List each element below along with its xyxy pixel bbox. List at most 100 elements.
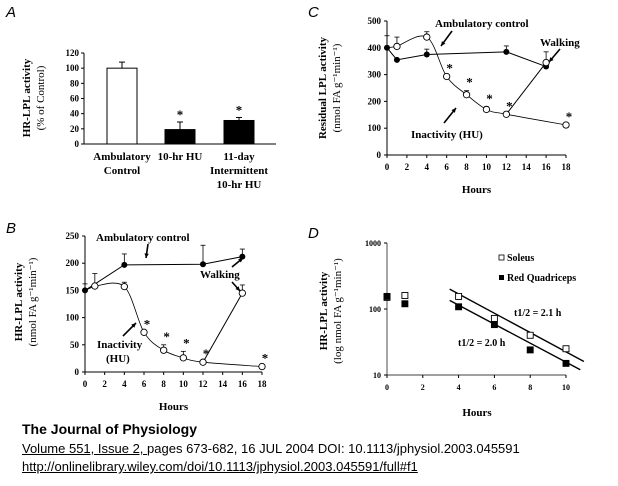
significance-star: * — [506, 98, 513, 113]
annotation-arrow-head — [144, 253, 149, 258]
annotation-walking: Walking — [540, 37, 580, 49]
annotation-arrow-head — [235, 286, 240, 291]
data-point-soleus — [526, 331, 534, 339]
y-tick-label: 400 — [368, 43, 382, 53]
y-tick-label: 100 — [66, 313, 80, 323]
citation-link[interactable]: Volume 551, Issue 2, — [22, 441, 148, 456]
data-point-ambulatory — [423, 51, 430, 58]
y-axis-label-line1: HR-LPL activity — [13, 262, 25, 341]
x-tick-label: 12 — [502, 162, 512, 172]
data-point-red-quadriceps — [455, 303, 463, 311]
x-axis-label: Hours — [159, 401, 189, 413]
data-point-ambulatory — [503, 48, 510, 55]
legend-marker-soleus — [498, 254, 505, 261]
significance-star: * — [144, 316, 151, 331]
series-line-ambulatory — [84, 256, 243, 291]
x-tick-label: 16 — [542, 162, 552, 172]
data-point-inactivity — [199, 358, 207, 366]
citation-rest: pages 673-682, 16 JUL 2004 DOI: 10.1113/… — [147, 441, 520, 456]
x-tick-label: 4 — [122, 379, 127, 389]
panel-d-log-scatter: 10 100 1000 0 2 4 6 8 10 Hours HR-LPL activity (log… — [318, 239, 585, 419]
y-tick-label: 300 — [368, 70, 382, 80]
data-point-ambulatory — [82, 287, 88, 294]
annotation-arrow-head — [441, 41, 446, 46]
category-label: 11-day — [223, 151, 255, 163]
data-point-inactivity — [462, 91, 471, 99]
data-point-inactivity — [179, 354, 187, 362]
significance-star: * — [446, 60, 453, 75]
y-tick-label: 40 — [70, 109, 80, 119]
category-label: Ambulatory — [93, 151, 151, 163]
fit-label-soleus: t1/2 = 2.1 h — [514, 308, 562, 319]
panel-c-line-chart: 0 100 200 300 400 500 0 2 4 6 8 10 12 14 16 18 Hours Resi… — [317, 16, 580, 196]
annotation-arrow-head — [451, 108, 456, 113]
legend-label-red-quadriceps: Red Quadriceps — [507, 273, 576, 284]
bar — [164, 129, 196, 145]
x-tick-label: 14 — [522, 162, 532, 172]
annotation-inactivity: Inactivity — [97, 339, 143, 351]
data-point-soleus — [455, 292, 463, 300]
data-point-soleus — [401, 292, 409, 299]
annotation-ambulatory-control: Ambulatory control — [435, 18, 529, 30]
y-tick-label: 250 — [66, 231, 80, 241]
y-tick-label: 10 — [373, 371, 381, 380]
y-axis-label-line2: (nmol FA g⁻¹min⁻¹) — [331, 43, 343, 132]
x-tick-label: 10 — [562, 383, 570, 392]
data-point-inactivity — [393, 42, 401, 51]
x-tick-label: 4 — [457, 383, 461, 392]
category-label: 10-hr HU — [158, 151, 203, 163]
significance-star: * — [466, 75, 473, 90]
legend-label-soleus: Soleus — [507, 253, 534, 264]
data-point-ambulatory — [384, 44, 390, 51]
panel-letter-d: D — [308, 225, 319, 242]
x-axis-label: Hours — [462, 407, 492, 419]
data-point-inactivity — [443, 72, 451, 81]
y-axis-label-line1: Residual LPL activity — [317, 36, 329, 139]
panel-a-bar-chart: 0 20 40 60 80 100 120 Ambulatory Control * 10-hr H… — [21, 48, 276, 191]
y-axis-label-line1: HR-LPL activity — [21, 58, 33, 137]
y-tick-label: 200 — [368, 96, 382, 106]
article-url[interactable]: http://onlinelibrary.wiley.com/doi/10.11… — [22, 459, 418, 474]
y-tick-label: 1000 — [365, 239, 381, 248]
panel-letter-a: A — [5, 4, 16, 21]
y-axis-label-line2: (nmol FA g⁻¹min⁻¹) — [27, 257, 39, 346]
data-point-red-quadriceps — [526, 346, 534, 354]
y-axis-label-line2: (log nmol FA g⁻¹min⁻¹) — [332, 258, 344, 364]
data-point-ambulatory — [200, 261, 206, 268]
panel-b-line-chart: 0 50 100 150 200 250 0 2 4 6 8 10 12 14 16 18 Hours HR-LP… — [13, 231, 268, 413]
annotation-arrow-head — [131, 323, 136, 328]
panel-letter-b: B — [6, 220, 16, 237]
data-point-inactivity — [502, 110, 510, 118]
data-point-soleus — [562, 345, 570, 353]
y-tick-label: 150 — [66, 285, 80, 295]
data-point-ambulatory — [121, 261, 128, 268]
category-label: 10-hr HU — [217, 179, 262, 191]
series-line-ambulatory — [386, 47, 547, 68]
series-line-walking — [505, 62, 547, 115]
data-point-inactivity — [120, 282, 128, 291]
y-tick-label: 80 — [70, 78, 80, 88]
significance-star: * — [203, 346, 210, 361]
data-point-red-quadriceps — [562, 359, 570, 367]
data-point-walking — [542, 58, 550, 67]
x-tick-label: 12 — [199, 379, 209, 389]
x-tick-label: 6 — [142, 379, 147, 389]
panel-letter-c: C — [308, 4, 319, 21]
significance-star: * — [236, 102, 243, 117]
article-url-link[interactable]: http://onlinelibrary.wiley.com/doi/10.11… — [22, 459, 418, 474]
annotation-inactivity: Inactivity (HU) — [411, 129, 483, 141]
x-tick-label: 2 — [405, 162, 410, 172]
x-tick-label: 16 — [238, 379, 248, 389]
x-tick-label: 14 — [218, 379, 228, 389]
significance-star: * — [177, 107, 184, 122]
annotation-arrow-head — [238, 258, 243, 263]
fit-label-red-quadriceps: t1/2 = 2.0 h — [458, 338, 506, 349]
series-line-walking — [202, 292, 243, 363]
x-tick-label: 18 — [258, 379, 268, 389]
significance-star: * — [486, 91, 493, 106]
bar — [223, 119, 255, 145]
y-tick-label: 0 — [75, 367, 80, 377]
y-tick-label: 20 — [70, 124, 80, 134]
x-tick-label: 0 — [83, 379, 88, 389]
